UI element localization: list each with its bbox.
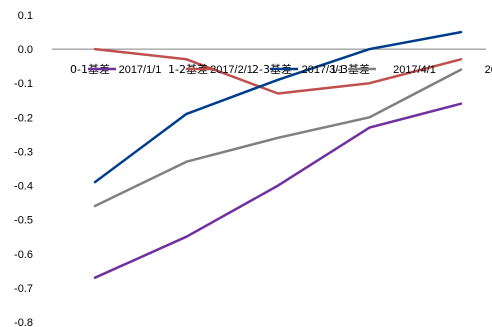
- y-tick-label: -0.4: [14, 181, 33, 193]
- series-line-4: [93, 68, 463, 208]
- y-tick-label: -0.7: [14, 283, 33, 295]
- series-line-1: [93, 102, 463, 279]
- y-tick-label: 0.1: [18, 10, 33, 22]
- y-tick-label: -0.3: [14, 146, 33, 158]
- x-tick-label: 2017/1/1: [119, 64, 162, 76]
- y-tick-label: -0.2: [14, 112, 33, 124]
- x-tick-label: 2017/5/1: [485, 64, 492, 76]
- x-axis-ticks: 2017/1/1 2017/2/1 2017/3/1 2017/4/1 2017/5/1: [119, 64, 492, 76]
- x-tick-label: 2017/2/1: [210, 64, 253, 76]
- legend: 0-1基差1-2基差2-3基差1-3基差: [70, 62, 376, 76]
- y-axis-ticks: 0.1 0.0 -0.1 -0.2 -0.3 -0.4 -0.5 -0.6 -0.7 -0.8: [14, 10, 33, 327]
- series-line-3: [93, 30, 463, 184]
- y-tick-label: 0.0: [18, 44, 33, 56]
- y-tick-label: -0.6: [14, 249, 33, 261]
- x-tick-label: 2017/3/1: [302, 64, 345, 76]
- x-tick-label: 2017/4/1: [393, 64, 436, 76]
- y-tick-label: -0.1: [14, 78, 33, 90]
- series-line-2: [93, 47, 463, 95]
- series-lines: [93, 30, 463, 279]
- y-tick-label: -0.5: [14, 215, 33, 227]
- y-tick-label: -0.8: [14, 317, 33, 327]
